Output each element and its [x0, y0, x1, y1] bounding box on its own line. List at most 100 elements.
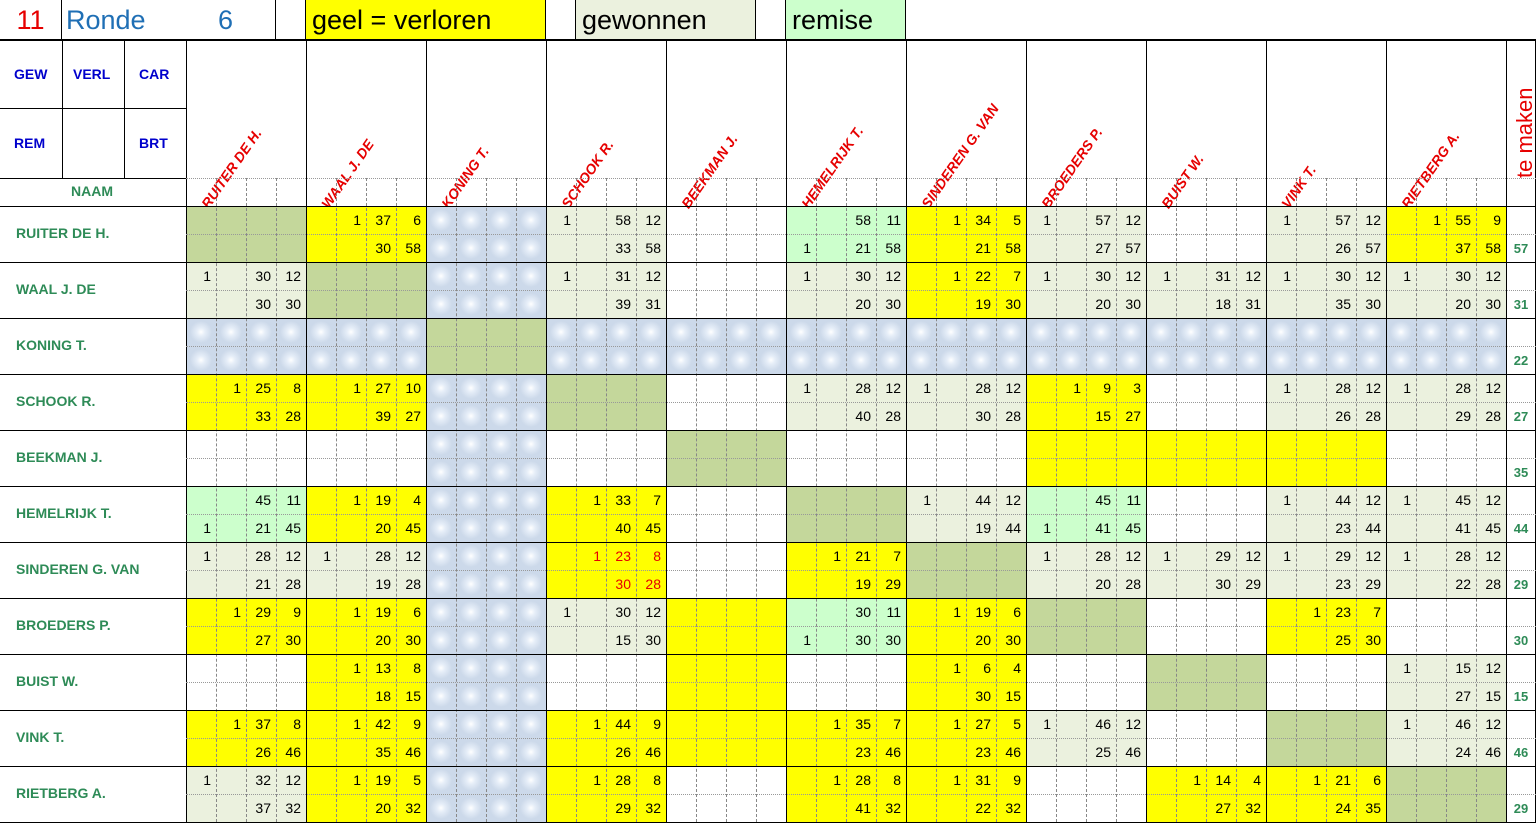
score-value	[1026, 290, 1056, 318]
score-value: 44	[1365, 520, 1381, 536]
score-value	[186, 374, 216, 402]
player-name: HEMELRIJK T.	[16, 505, 112, 521]
score-value: 20	[375, 800, 391, 816]
blank-cell	[546, 0, 576, 40]
grid-vline	[366, 178, 367, 822]
score-value: 29	[255, 604, 271, 620]
score-value: 30	[255, 268, 271, 284]
score-value: 12	[1245, 268, 1261, 284]
score-value	[1146, 766, 1176, 794]
score-value: 11	[886, 212, 901, 228]
score-value	[306, 402, 336, 430]
score-value: 31	[975, 772, 991, 788]
score-value: 1	[203, 548, 211, 564]
grid-vline	[186, 40, 187, 822]
score-value: 1	[563, 212, 571, 228]
score-value	[1056, 486, 1086, 514]
score-value	[216, 570, 246, 598]
score-value: 1	[803, 380, 811, 396]
score-value: 12	[645, 212, 661, 228]
score-value: 28	[285, 408, 301, 424]
grid-vline	[936, 178, 937, 822]
score-value	[816, 626, 846, 654]
score-value	[546, 290, 576, 318]
score-value	[186, 794, 216, 822]
score-value: 1	[353, 604, 361, 620]
score-value: 1	[1283, 268, 1291, 284]
score-value	[1056, 234, 1086, 262]
score-value: 45	[1095, 492, 1111, 508]
score-value: 12	[1485, 660, 1501, 676]
score-value: 33	[255, 408, 271, 424]
score-value: 18	[1215, 296, 1231, 312]
score-value	[816, 234, 846, 262]
score-value: 9	[1013, 772, 1021, 788]
score-value	[1296, 514, 1326, 542]
score-value: 1	[203, 772, 211, 788]
score-value	[906, 794, 936, 822]
score-value: 19	[975, 520, 991, 536]
score-value: 21	[975, 240, 991, 256]
score-value: 42	[375, 716, 391, 732]
score-value	[216, 766, 246, 794]
score-value: 1	[803, 268, 811, 284]
score-value: 1	[1403, 548, 1411, 564]
score-value	[786, 290, 816, 318]
score-value: 1	[953, 268, 961, 284]
score-value: 15	[405, 688, 421, 704]
grid-hline-dotted	[186, 794, 1536, 795]
grid-vline	[966, 178, 967, 822]
score-value: 11	[286, 492, 301, 508]
score-value	[1176, 262, 1206, 290]
grid-vline	[1296, 178, 1297, 822]
score-value: 9	[1493, 212, 1501, 228]
te-maken-value: 35	[1513, 465, 1529, 480]
grid-hline	[0, 598, 1536, 599]
score-value: 20	[975, 632, 991, 648]
score-value: 28	[285, 576, 301, 592]
score-value: 20	[375, 632, 391, 648]
score-value: 1	[353, 492, 361, 508]
column-header-name: BUIST W.	[1158, 151, 1207, 212]
score-value: 29	[1245, 576, 1261, 592]
header-vline	[124, 40, 125, 178]
score-value	[1416, 654, 1446, 682]
score-value: 40	[855, 408, 871, 424]
score-value: 26	[615, 744, 631, 760]
grid-vline	[666, 40, 667, 822]
score-value: 30	[1125, 296, 1141, 312]
score-value: 1	[203, 268, 211, 284]
score-value: 57	[1335, 212, 1351, 228]
score-value	[216, 514, 246, 542]
grid-hline	[0, 542, 1536, 543]
score-value	[906, 710, 936, 738]
score-value: 29	[885, 576, 901, 592]
score-value: 45	[255, 492, 271, 508]
score-value	[306, 570, 336, 598]
header-hline	[0, 108, 186, 109]
score-value: 15	[1455, 660, 1471, 676]
score-value: 1	[953, 716, 961, 732]
score-value	[1416, 682, 1446, 710]
score-value: 31	[645, 296, 661, 312]
score-value: 12	[1125, 548, 1141, 564]
te-maken-header: te maken	[1512, 87, 1536, 179]
score-value: 15	[615, 632, 631, 648]
score-value: 39	[375, 408, 391, 424]
score-value: 28	[885, 408, 901, 424]
score-value	[1296, 402, 1326, 430]
score-value	[1296, 262, 1326, 290]
score-value: 12	[1365, 380, 1381, 396]
score-value	[1386, 234, 1416, 262]
score-value	[1416, 570, 1446, 598]
score-value: 1	[593, 548, 601, 564]
score-value: 1	[1043, 268, 1051, 284]
grid-vline	[846, 178, 847, 822]
grid-hline-dotted	[186, 738, 1536, 739]
score-value	[906, 654, 936, 682]
score-value: 27	[405, 408, 421, 424]
score-value	[576, 738, 606, 766]
score-value: 21	[1335, 772, 1351, 788]
score-value: 7	[1373, 604, 1381, 620]
score-value	[336, 738, 366, 766]
